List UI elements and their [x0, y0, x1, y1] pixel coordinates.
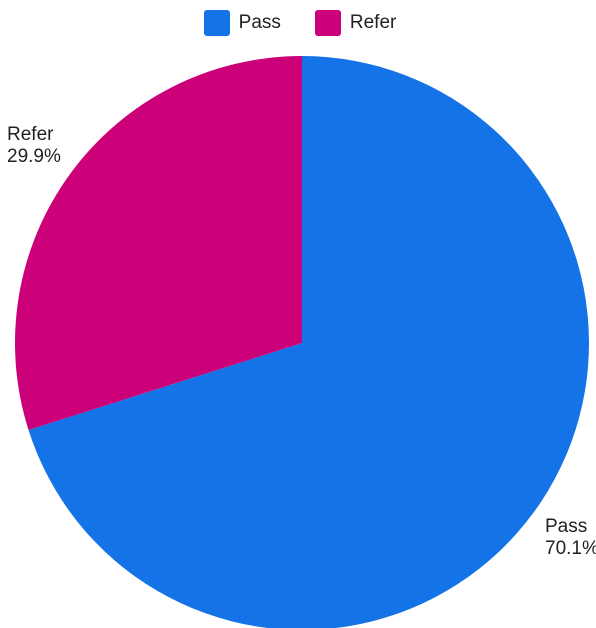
slice-label-pass: Pass 70.1% — [545, 516, 596, 559]
slice-label-category: Refer — [7, 124, 54, 145]
slice-label-refer: Refer 29.9% — [7, 124, 61, 167]
legend-swatch-pass — [203, 10, 230, 36]
legend-item-refer[interactable]: Refer — [314, 10, 397, 36]
pie-slice-refer[interactable] — [14, 56, 302, 430]
pie-slice-pass[interactable] — [28, 56, 589, 628]
slice-label-percent: 70.1% — [545, 538, 596, 559]
pie-slice-labels: Pass 70.1% Refer 29.9% — [7, 124, 596, 559]
slice-label-percent: 29.9% — [7, 146, 61, 167]
pie-slices — [14, 56, 589, 628]
legend-label-pass: Pass — [238, 12, 281, 33]
legend-label-refer: Refer — [349, 12, 397, 33]
legend-item-pass[interactable]: Pass — [203, 10, 281, 36]
chart-legend: Pass Refer — [0, 10, 596, 36]
legend-swatch-refer — [314, 10, 341, 36]
slice-label-category: Pass — [545, 516, 587, 537]
